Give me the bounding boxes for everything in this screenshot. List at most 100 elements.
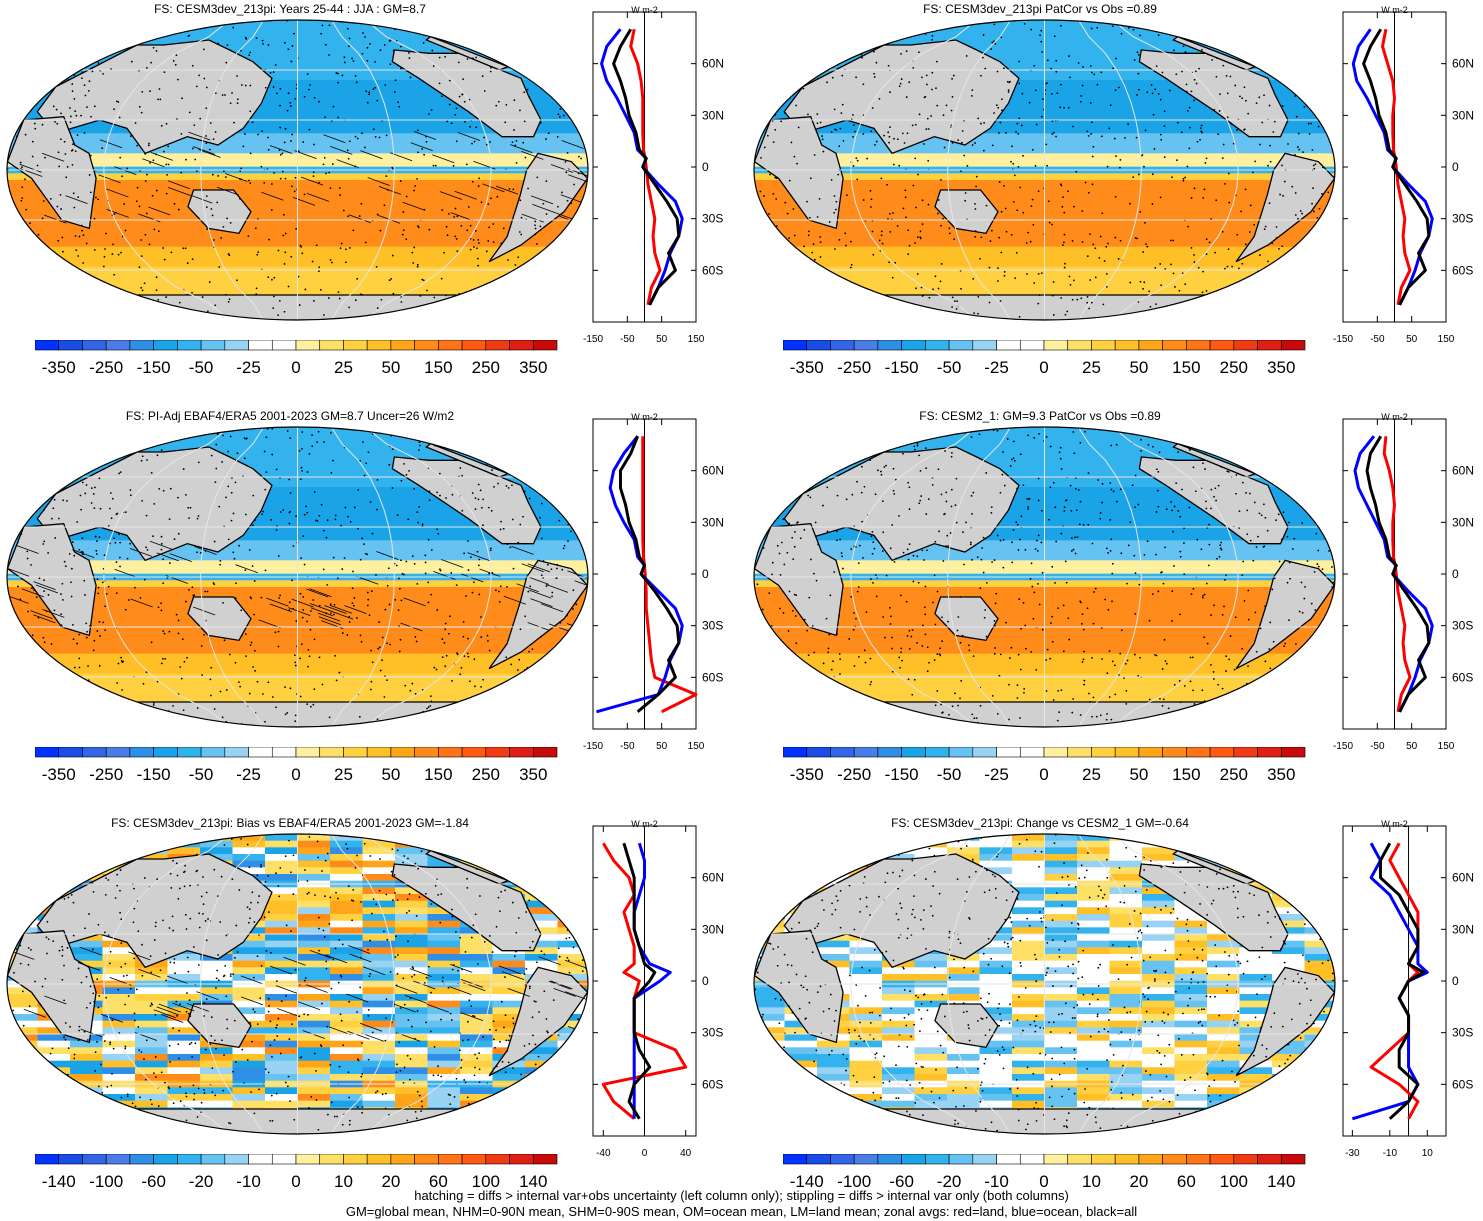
stipple-dot (86, 630, 89, 633)
stipple-dot (849, 266, 852, 269)
stipple-dot (399, 180, 402, 182)
map-cell (395, 854, 429, 862)
stipple-dot (564, 645, 566, 648)
stipple-dot (69, 121, 72, 124)
map-cell (102, 1087, 136, 1095)
stipple-dot (540, 502, 543, 505)
stipple-dot (1012, 529, 1015, 531)
stipple-dot (769, 646, 772, 649)
stipple-dot (469, 248, 472, 251)
stipple-dot (1193, 187, 1196, 190)
stipple-dot (1263, 503, 1265, 506)
stipple-dot (1289, 430, 1292, 433)
stipple-dot (1161, 668, 1164, 670)
stipple-dot (1140, 438, 1142, 441)
stipple-dot (347, 515, 349, 518)
hatch-line (156, 552, 179, 562)
stipple-dot (870, 680, 873, 683)
map-cell (395, 860, 429, 869)
stipple-dot (563, 73, 565, 76)
colorbar-swatch (414, 340, 439, 351)
stipple-dot (785, 296, 788, 298)
map-cell (232, 834, 266, 842)
stipple-dot (476, 550, 479, 553)
stipple-dot (216, 201, 219, 204)
stipple-dot (248, 549, 251, 551)
stipple-dot (520, 699, 523, 702)
stipple-dot (472, 57, 474, 60)
stipple-dot (563, 513, 566, 516)
stipple-dot (20, 533, 23, 535)
stipple-dot (301, 431, 304, 433)
map-cell (297, 967, 331, 975)
stipple-dot (829, 594, 832, 597)
stipple-dot (907, 481, 910, 484)
stipple-dot (908, 486, 911, 489)
graticule-lon (200, 427, 265, 727)
colorbar-swatch (853, 340, 879, 351)
stipple-dot (807, 494, 810, 497)
stipple-dot (934, 704, 937, 707)
stipple-dot (916, 435, 919, 438)
colorbar-label: 25 (334, 358, 353, 377)
stipple-dot (361, 294, 364, 296)
stipple-dot (300, 245, 303, 248)
stipple-dot (37, 283, 40, 286)
stipple-dot (1027, 498, 1030, 501)
stipple-dot (925, 128, 928, 130)
colorbar-swatch (1138, 747, 1163, 758)
stipple-dot (307, 648, 310, 651)
map-cell (7, 847, 39, 855)
map-cell (7, 1020, 39, 1029)
stipple-dot (1281, 245, 1284, 248)
stipple-dot (205, 195, 208, 198)
stipple-dot (430, 700, 433, 703)
stipple-dot (477, 264, 480, 267)
stipple-dot (1301, 611, 1304, 614)
stipple-dot (370, 649, 372, 652)
stipple-dot (866, 157, 869, 160)
stipple-dot (236, 452, 239, 455)
stipple-dot (236, 279, 238, 282)
stipple-dot (752, 30, 753, 32)
stipple-dot (830, 461, 833, 464)
stipple-dot (1309, 250, 1312, 252)
colorbar: -350 -250 -150 -50 -25 0 25 50 150 250 350 (783, 747, 1306, 784)
stipple-dot (916, 442, 919, 445)
stipple-dot (158, 488, 161, 490)
stipple-dot (254, 227, 257, 230)
stipple-dot (1247, 459, 1250, 461)
colorbar-label: -150 (885, 765, 919, 784)
stipple-dot (283, 310, 286, 313)
stipple-dot (848, 298, 851, 301)
stipple-dot (1235, 474, 1238, 476)
stipple-dot (473, 140, 476, 143)
colorbar-swatch (996, 747, 1021, 758)
stipple-dot (45, 65, 48, 68)
stipple-dot (1042, 98, 1044, 101)
stipple-dot (772, 192, 775, 195)
stipple-dot (215, 467, 218, 470)
stipple-dot (339, 247, 342, 249)
stipple-dot (1129, 281, 1132, 284)
stipple-dot (1225, 707, 1227, 709)
map-cell (37, 1040, 71, 1049)
map-cell (492, 1094, 526, 1102)
stipple-dot (819, 241, 822, 244)
stipple-dot (1007, 91, 1010, 93)
stipple-dot (553, 260, 556, 263)
map-cell (265, 1020, 299, 1029)
stipple-dot (218, 505, 221, 508)
stipple-dot (836, 633, 839, 635)
stipple-dot (289, 105, 292, 107)
stipple-dot (902, 207, 905, 210)
stipple-dot (121, 447, 124, 450)
stipple-dot (76, 642, 79, 645)
colorbar-label: 250 (1220, 358, 1248, 377)
stipple-dot (325, 172, 327, 175)
stipple-dot (416, 583, 419, 585)
map-cell (395, 1060, 429, 1069)
stipple-dot (471, 591, 474, 594)
